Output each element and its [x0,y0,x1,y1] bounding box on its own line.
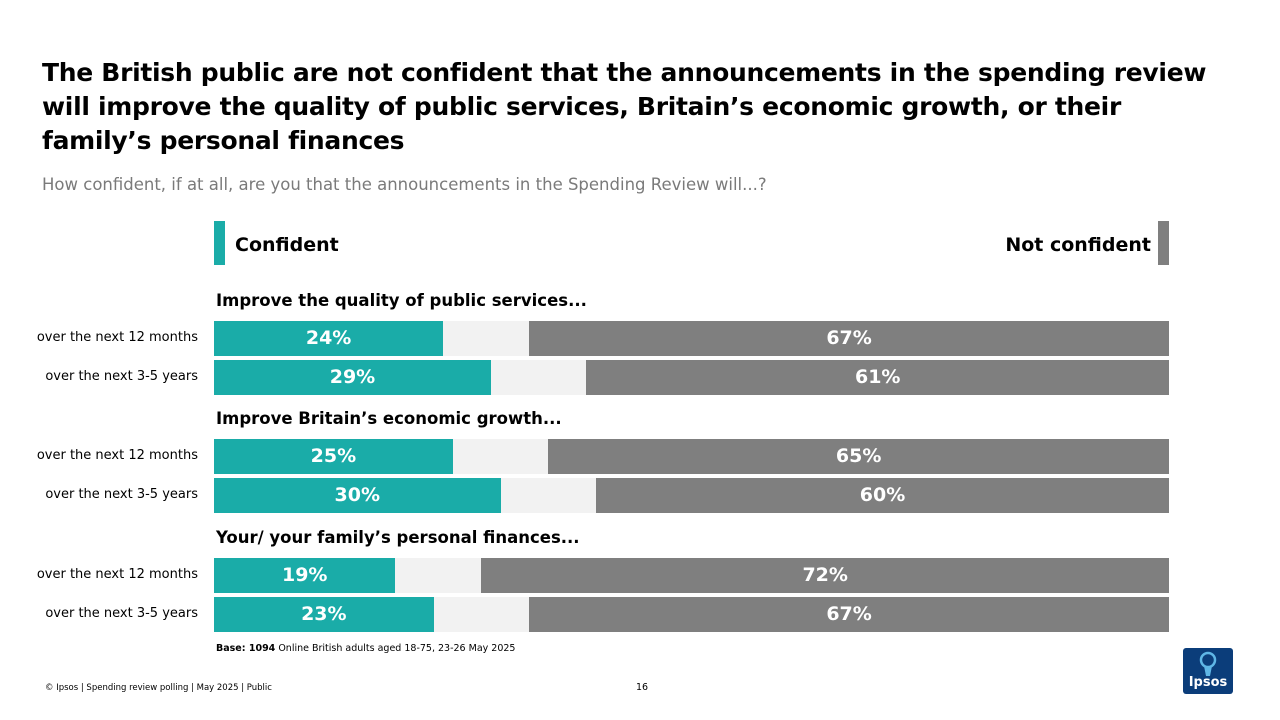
group-label: Your/ your family’s personal finances... [216,528,580,547]
bar-track: 23% 67% [214,597,1169,632]
bar-not-confident [481,558,1169,593]
bar-track: 30% 60% [214,478,1169,513]
bar-confident-label: 23% [301,603,347,625]
bar-not-confident-label: 72% [802,564,848,586]
bar-track: 25% 65% [214,439,1169,474]
bar-confident-label: 25% [310,445,357,467]
bar-not-confident-label: 67% [826,603,872,625]
bar-track: 24% 67% [214,321,1169,356]
row-label: over the next 3-5 years [45,606,198,621]
row-label: over the next 12 months [36,330,198,345]
row-label: over the next 3-5 years [45,487,198,502]
group-label: Improve the quality of public services..… [216,291,587,310]
bar-not-confident [529,597,1169,632]
row-label: over the next 12 months [36,567,198,582]
base-note: Base: 1094 Online British adults aged 18… [216,643,515,654]
base-note-label: Base: 1094 [216,643,276,654]
legend-confident-label: Confident [235,234,339,256]
legend-not-confident-label: Not confident [1005,234,1151,256]
bar-not-confident [529,321,1169,356]
base-note-text: Online British adults aged 18-75, 23-26 … [275,643,516,654]
bar-not-confident [586,360,1169,395]
bar-confident [214,360,491,395]
bar-not-confident [548,439,1169,474]
footer-copyright: © Ipsos | Spending review polling | May … [45,683,272,693]
bar-confident [214,478,501,513]
row-label: over the next 12 months [36,448,198,463]
logo-text: Ipsos [1188,675,1228,690]
bar-not-confident-label: 65% [835,445,882,467]
bar-confident [214,597,434,632]
bar-confident [214,439,453,474]
page-title: The British public are not confident tha… [42,58,1207,155]
ipsos-logo: Ipsos [1183,648,1233,694]
bar-confident-label: 30% [334,484,380,506]
row-label: over the next 3-5 years [45,369,198,384]
bar-not-confident-label: 61% [854,366,901,388]
group-label: Improve Britain’s economic growth... [216,409,562,428]
bar-confident-label: 19% [281,564,328,586]
bar-confident-label: 29% [329,366,376,388]
page-number: 16 [636,682,649,693]
bar-not-confident [596,478,1169,513]
bar-track: 19% 72% [214,558,1169,593]
bar-track: 29% 61% [214,360,1169,395]
bar-confident [214,321,444,356]
bar-not-confident-label: 60% [859,484,906,506]
bar-confident-label: 24% [305,327,352,349]
bar-not-confident-label: 67% [826,327,872,349]
legend-confident-marker [214,221,225,265]
bar-confident [214,558,396,593]
question-subtitle: How confident, if at all, are you that t… [42,175,767,194]
logo-figure-icon [1199,651,1217,676]
legend-not-confident-marker [1158,221,1169,265]
